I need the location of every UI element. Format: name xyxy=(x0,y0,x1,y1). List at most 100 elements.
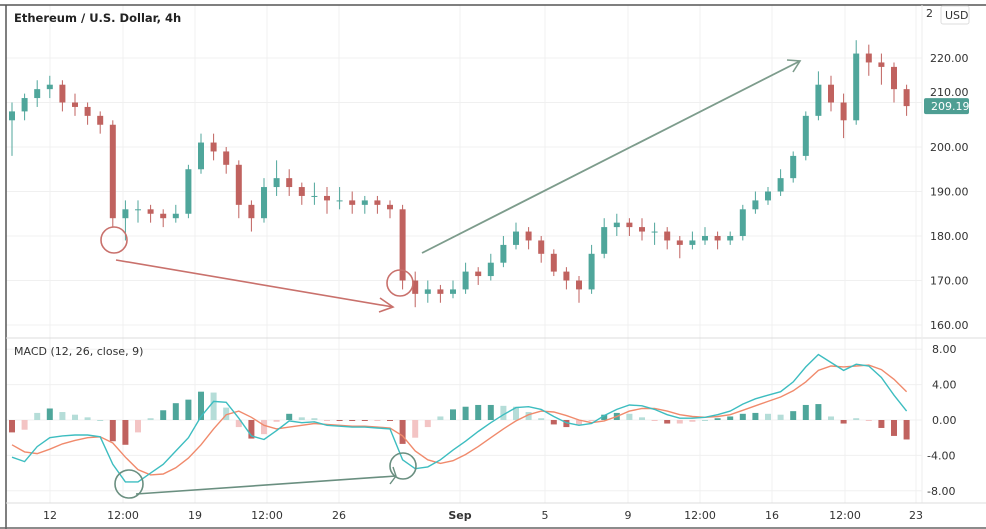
candle xyxy=(273,160,280,196)
candle xyxy=(601,218,608,259)
candle xyxy=(72,93,78,116)
histogram-bar xyxy=(97,420,104,421)
currency-label: USD xyxy=(945,9,969,22)
candle xyxy=(475,267,482,285)
annotations xyxy=(100,59,802,499)
arrow-head-icon xyxy=(378,297,395,313)
annotation-arrow-uptrend xyxy=(421,60,801,254)
histogram-bar xyxy=(891,420,897,436)
histogram-bar xyxy=(235,420,242,428)
candle xyxy=(462,262,469,294)
histogram-bar xyxy=(702,420,708,421)
candle xyxy=(97,111,104,134)
candle xyxy=(147,204,154,223)
macd-label: MACD (12, 26, close, 9) xyxy=(14,345,143,358)
candle-body xyxy=(336,200,343,202)
candle-body xyxy=(878,62,885,67)
histogram-bar xyxy=(790,411,797,420)
candle-body xyxy=(865,53,872,63)
candle xyxy=(349,191,356,214)
annotation-arrow-price-divergence xyxy=(115,259,394,308)
candle-body xyxy=(324,195,330,201)
last-price-label: 209.19 xyxy=(924,98,970,115)
candle-body xyxy=(311,195,318,197)
candle xyxy=(286,169,293,196)
time-tick-label: 23 xyxy=(909,509,923,522)
candle xyxy=(840,93,847,139)
candle-body xyxy=(828,84,834,103)
candle xyxy=(437,284,444,303)
histogram-bar xyxy=(135,420,141,433)
histogram-bar xyxy=(802,404,809,420)
histogram-bar xyxy=(84,417,91,420)
candle xyxy=(777,169,784,196)
candle-body xyxy=(714,236,721,241)
histogram-bar xyxy=(210,392,217,420)
candle-body xyxy=(576,280,582,290)
candle-body xyxy=(664,231,671,241)
candle xyxy=(853,40,860,125)
histogram-bar xyxy=(147,418,154,420)
price-axis[interactable]: 160.00 170.00 180.00 190.00 200.00 210.00 220.… xyxy=(930,52,969,332)
candle-body xyxy=(613,222,620,228)
candle-body xyxy=(424,289,431,294)
histogram-bar xyxy=(828,416,834,420)
candle xyxy=(878,53,885,85)
candle-body xyxy=(223,151,230,165)
candle-body xyxy=(349,200,356,205)
candle xyxy=(727,231,734,245)
currency-button[interactable]: USD xyxy=(940,5,970,25)
candle-body xyxy=(437,289,444,294)
candle xyxy=(613,213,620,236)
candle-body xyxy=(248,204,255,219)
candle xyxy=(424,280,431,303)
candle-body xyxy=(853,53,860,121)
candle-body xyxy=(891,66,897,90)
histogram-bar xyxy=(752,412,759,420)
candle-body xyxy=(752,200,759,210)
candle-body xyxy=(790,155,797,179)
candle xyxy=(198,133,204,174)
candle xyxy=(865,44,872,76)
candle xyxy=(500,236,507,268)
macd-line xyxy=(11,353,908,483)
histogram-bar xyxy=(513,406,519,420)
candle xyxy=(210,133,217,161)
candle-body xyxy=(626,222,633,228)
candle xyxy=(374,195,381,214)
candle-body xyxy=(59,84,66,103)
histogram-bar xyxy=(21,420,28,430)
signal-line xyxy=(11,364,908,476)
candle-body xyxy=(462,271,469,290)
price-tick-label: 180.00 xyxy=(930,230,969,243)
time-tick-label: 9 xyxy=(625,509,632,522)
histogram-bar xyxy=(777,414,784,420)
histogram-bar xyxy=(689,420,696,422)
candle xyxy=(702,227,708,245)
time-tick-label: 16 xyxy=(765,509,779,522)
histogram-bar xyxy=(588,420,595,421)
histogram-bar xyxy=(160,410,167,420)
histogram-bar xyxy=(840,420,847,424)
macd-tick-label: 4.00 xyxy=(932,379,957,392)
histogram-bar xyxy=(311,418,318,420)
candle-body xyxy=(777,178,784,192)
candle xyxy=(563,267,570,290)
candle-body xyxy=(840,102,847,121)
candle xyxy=(298,182,305,205)
histogram-bar xyxy=(525,412,532,420)
candle-body xyxy=(676,240,683,245)
macd-axis[interactable]: 8.00 4.00 0.00 -4.00 -8.00 xyxy=(927,343,957,498)
candle-body xyxy=(538,240,545,254)
time-axis[interactable]: 12 12:00 19 12:00 26 Sep 5 9 12:00 16 12:00 23 xyxy=(43,509,923,522)
candle xyxy=(752,191,759,214)
histogram-bar xyxy=(248,420,255,439)
histogram-bar xyxy=(198,391,204,420)
candle-body xyxy=(563,271,570,281)
histogram-bar xyxy=(437,416,444,420)
candle xyxy=(248,200,255,232)
histogram-bar xyxy=(538,418,545,420)
candle xyxy=(336,187,343,210)
candle xyxy=(903,84,910,116)
